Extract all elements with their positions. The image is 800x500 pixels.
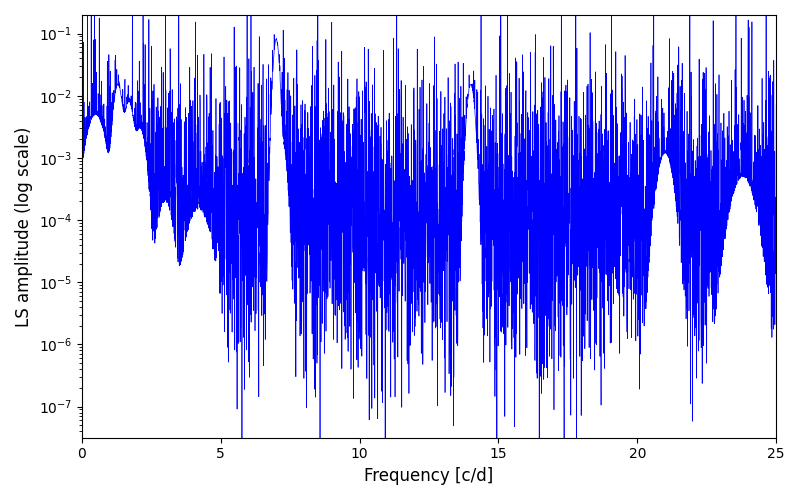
X-axis label: Frequency [c/d]: Frequency [c/d] [364, 467, 494, 485]
Y-axis label: LS amplitude (log scale): LS amplitude (log scale) [15, 126, 33, 326]
